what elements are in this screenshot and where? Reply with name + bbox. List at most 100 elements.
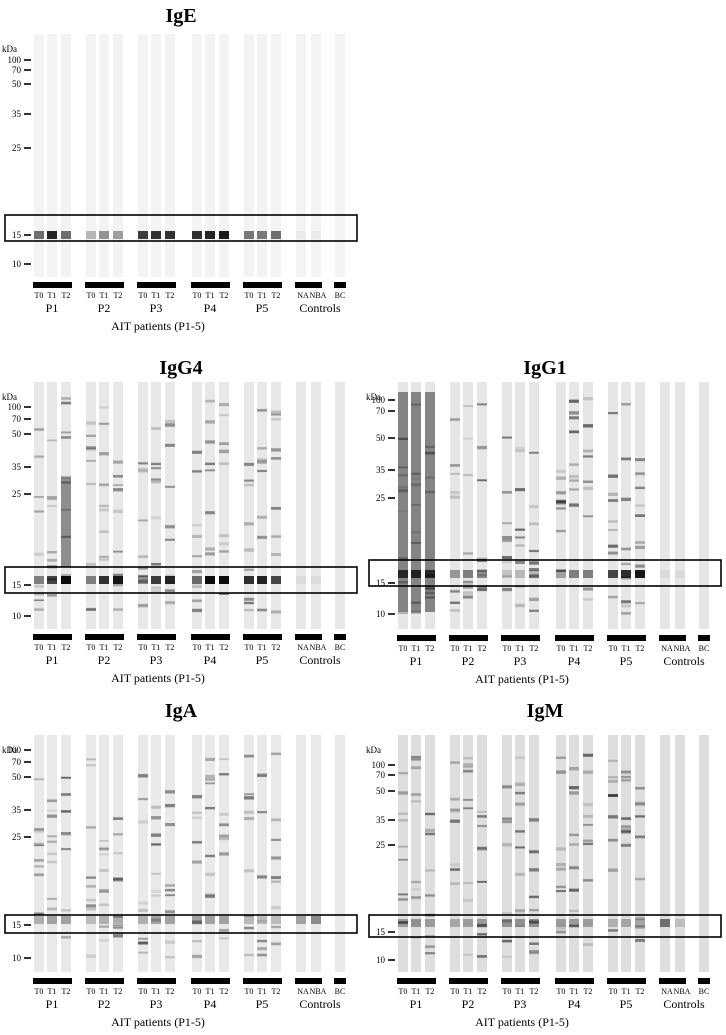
minor-band (463, 583, 473, 587)
lane-strip (205, 382, 215, 629)
minor-band (515, 791, 525, 795)
group-bar-controls (295, 634, 322, 640)
target-band (635, 919, 645, 927)
minor-band (529, 868, 539, 872)
minor-band (450, 491, 460, 495)
minor-band (463, 595, 473, 599)
minor-band (556, 770, 566, 774)
minor-band (219, 834, 229, 838)
minor-band (635, 802, 645, 806)
minor-band (529, 522, 539, 526)
minor-band (257, 811, 267, 814)
minor-band (205, 511, 215, 515)
lane-strip (192, 735, 202, 972)
marker-label-50: 50 (12, 772, 22, 782)
minor-band (257, 409, 267, 412)
minor-band (113, 484, 123, 487)
minor-band (244, 608, 254, 612)
target-band (311, 231, 321, 239)
lane-label: T1 (258, 643, 267, 652)
lane-strip (192, 382, 202, 629)
lane-label: T2 (272, 643, 281, 652)
minor-band (257, 953, 267, 957)
target-band (296, 231, 306, 239)
minor-band (205, 893, 215, 897)
group-bar-P3 (137, 978, 176, 984)
minor-band (608, 528, 618, 531)
target-band (205, 231, 215, 239)
minor-band (257, 458, 267, 462)
lane-strip (411, 735, 421, 972)
target-band (99, 231, 109, 239)
target-band (296, 576, 306, 584)
group-bar-P2 (449, 978, 488, 984)
group-bar-P5 (607, 978, 646, 984)
minor-band (113, 460, 123, 464)
minor-band (450, 589, 460, 592)
minor-band (477, 846, 487, 850)
minor-band (529, 549, 539, 553)
minor-band (99, 530, 109, 534)
minor-band (99, 938, 109, 942)
lane-12 (583, 382, 593, 629)
lane-strip (138, 735, 148, 972)
minor-band (151, 805, 161, 809)
minor-band (257, 608, 267, 612)
smear (61, 477, 71, 567)
minor-band (61, 810, 71, 813)
minor-band (502, 955, 512, 958)
minor-band (450, 761, 460, 765)
minor-band (411, 880, 421, 884)
minor-band (621, 775, 631, 779)
minor-band (463, 437, 473, 440)
marker-label-10: 10 (12, 259, 22, 269)
minor-band (271, 457, 281, 460)
minor-band (608, 759, 618, 762)
lane-8 (151, 735, 161, 972)
lane-label: T2 (114, 643, 123, 652)
minor-band (151, 894, 161, 897)
lane-label: T2 (478, 644, 487, 653)
minor-band (47, 835, 57, 838)
target-band (529, 919, 539, 927)
lane-label: T1 (412, 987, 421, 996)
minor-band (151, 516, 161, 520)
minor-band (113, 488, 123, 492)
lane-label: T0 (35, 987, 44, 996)
minor-band (271, 410, 281, 413)
controls-label: Controls (299, 997, 341, 1011)
minor-band (450, 761, 460, 764)
minor-band (477, 847, 487, 851)
lane-15 (271, 34, 281, 277)
lane-7 (502, 382, 512, 629)
lane-strip (34, 735, 44, 972)
lane-label: T0 (87, 291, 96, 300)
minor-band (477, 403, 487, 406)
minor-band (411, 766, 421, 770)
minor-band (271, 413, 281, 416)
minor-band (477, 824, 487, 828)
target-band (257, 576, 267, 584)
lane-strip (151, 382, 161, 629)
minor-band (529, 942, 539, 945)
minor-band (411, 757, 421, 761)
minor-band (34, 584, 44, 588)
minor-band (47, 551, 57, 554)
marker-label-100: 100 (8, 55, 22, 65)
minor-band (477, 569, 487, 573)
band-highlight-box (4, 566, 358, 594)
minor-band (450, 609, 460, 612)
target-band (219, 231, 229, 239)
group-bar-bc (698, 635, 710, 641)
minor-band (151, 843, 161, 846)
minor-band (192, 534, 202, 538)
lane-14 (621, 735, 631, 972)
minor-band (477, 933, 487, 936)
marker-label-10: 10 (376, 609, 386, 619)
lane-strip (151, 34, 161, 277)
target-band (47, 576, 57, 584)
lane-8 (151, 34, 161, 277)
target-band (99, 576, 109, 584)
lane-label: T2 (62, 643, 71, 652)
lane-11 (205, 735, 215, 972)
